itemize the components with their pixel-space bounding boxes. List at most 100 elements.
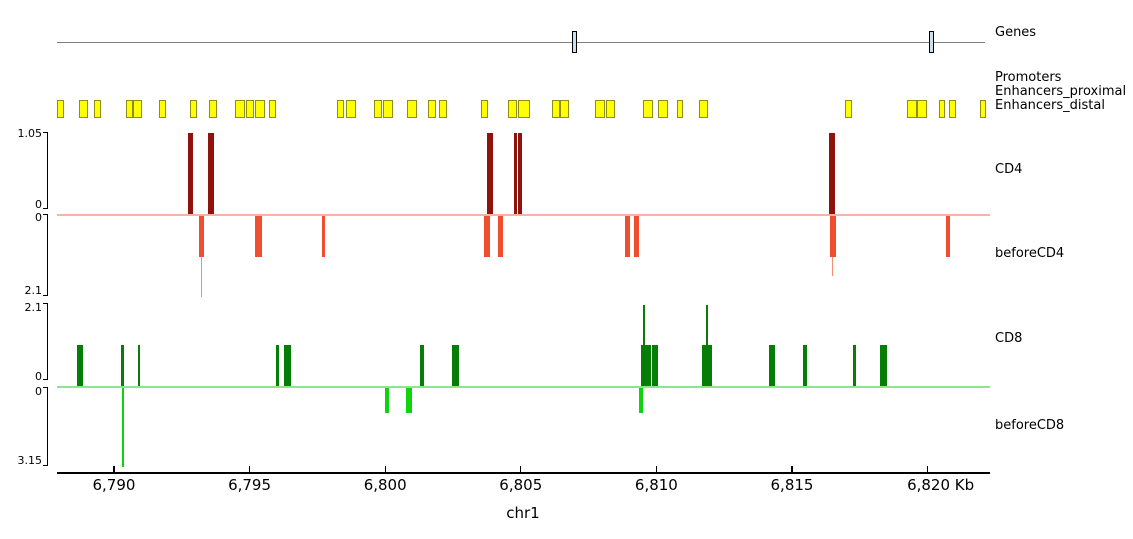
cd8-y-tick-label: 2.1	[24, 301, 43, 314]
regulatory-interval	[345, 100, 356, 118]
regulatory-interval	[507, 100, 517, 118]
genes-line	[57, 42, 985, 44]
cd4-bar	[513, 133, 518, 214]
beforeCD4-bar	[483, 216, 490, 257]
beforeCD4-bar	[198, 216, 204, 257]
x-axis-tick	[384, 466, 386, 472]
regulatory-interval	[551, 100, 560, 118]
cd4-track-label: CD4	[995, 162, 1023, 177]
regulatory-interval	[383, 100, 393, 118]
regulatory-interval	[517, 100, 530, 118]
regulatory-interval	[948, 100, 956, 118]
regulatory-interval	[158, 100, 167, 118]
cd8-bar	[768, 344, 775, 386]
regulatory-interval	[480, 100, 488, 118]
regulatory-interval	[208, 100, 217, 118]
regulatory-interval	[268, 100, 276, 118]
regulatory-interval	[916, 100, 927, 118]
regulatory-interval	[234, 100, 245, 118]
beforeCD4-y-tick-label: 0	[35, 211, 42, 224]
x-axis-line	[57, 472, 990, 474]
regulatory-interval	[246, 100, 254, 118]
enhancers-distal-track-label: Enhancers_distal	[995, 98, 1105, 113]
cd8-bar	[284, 344, 291, 386]
regulatory-interval	[189, 100, 197, 118]
cd8-bar	[275, 344, 279, 386]
beforeCD4-bar	[624, 216, 630, 257]
x-axis-tick	[791, 466, 793, 472]
cd8-bar	[77, 344, 84, 386]
x-axis-tick	[248, 466, 251, 472]
regulatory-interval	[406, 100, 417, 118]
cd4-y-tick-label: 1.05	[17, 127, 43, 140]
cd4-bar	[207, 133, 215, 214]
cd4-y-axis-bracket	[43, 132, 48, 209]
x-tick-label: 6,795	[228, 476, 272, 494]
regulatory-interval	[336, 100, 344, 118]
beforeCD8-bar	[121, 388, 124, 467]
regulatory-interval	[657, 100, 668, 118]
x-tick-label: 6,820 Kb	[907, 476, 975, 494]
cd8-y-axis-bracket	[43, 303, 48, 380]
x-axis-tick	[655, 466, 657, 472]
beforeCD4-bar	[633, 216, 639, 257]
chromosome-label: chr1	[506, 504, 540, 522]
beforeCD4-bar	[254, 216, 263, 257]
regulatory-interval	[93, 100, 101, 118]
genes-track-label: Genes	[995, 25, 1037, 40]
cd4-bar	[518, 133, 522, 214]
cd8-bar	[852, 344, 856, 386]
x-tick-label: 6,810	[634, 476, 678, 494]
regulatory-interval	[132, 100, 142, 118]
beforeCD4-zero-line	[57, 214, 990, 216]
beforeCD8-y-axis-bracket	[43, 387, 48, 466]
beforeCD4-bar	[321, 216, 325, 257]
beforeCD8-zero-line	[57, 386, 990, 388]
regulatory-interval	[979, 100, 986, 118]
x-tick-label: 6,815	[770, 476, 814, 494]
cd8-bar	[652, 344, 658, 386]
cd8-bar	[419, 344, 424, 386]
cd8-bar	[121, 344, 124, 386]
cd8-bar	[451, 344, 459, 386]
cd8-bar	[879, 344, 887, 386]
beforeCD4-bar	[497, 216, 503, 257]
beforeCD4-bar	[945, 216, 950, 257]
regulatory-interval	[642, 100, 653, 118]
beforeCD8-bar	[384, 388, 389, 414]
cd8-bar	[640, 344, 652, 386]
regulatory-interval	[254, 100, 266, 118]
regulatory-interval	[125, 100, 133, 118]
x-tick-label: 6,790	[92, 476, 136, 494]
regulatory-interval	[438, 100, 447, 118]
promoters-track-label: Promoters	[995, 70, 1062, 85]
regulatory-interval	[57, 100, 65, 118]
regulatory-interval	[906, 100, 917, 118]
regulatory-interval	[559, 100, 569, 118]
cd4-bar	[486, 133, 493, 214]
cd8-bar	[802, 344, 807, 386]
cd8-bar	[701, 344, 712, 386]
beforeCD8-bar	[638, 388, 643, 414]
cd8-track-label: CD8	[995, 331, 1023, 346]
x-axis-tick	[520, 466, 522, 472]
beforeCD4-y-tick-label: 2.1	[24, 284, 43, 297]
regulatory-interval	[594, 100, 605, 118]
gene-mark	[572, 31, 578, 53]
beforeCD8-y-tick-label: 0	[35, 385, 42, 398]
regulatory-interval	[844, 100, 852, 118]
beforeCD8-y-tick-label: 3.15	[17, 454, 43, 467]
beforeCD8-bar	[405, 388, 412, 414]
regulatory-interval	[427, 100, 436, 118]
regulatory-interval	[938, 100, 945, 118]
regulatory-interval	[78, 100, 88, 118]
regulatory-interval	[605, 100, 615, 118]
beforecd8-track-label: beforeCD8	[995, 418, 1065, 433]
gene-mark	[928, 31, 934, 53]
beforecd4-track-label: beforeCD4	[995, 246, 1065, 261]
regulatory-interval	[698, 100, 708, 118]
cd4-bar	[187, 133, 193, 214]
x-tick-label: 6,800	[363, 476, 407, 494]
